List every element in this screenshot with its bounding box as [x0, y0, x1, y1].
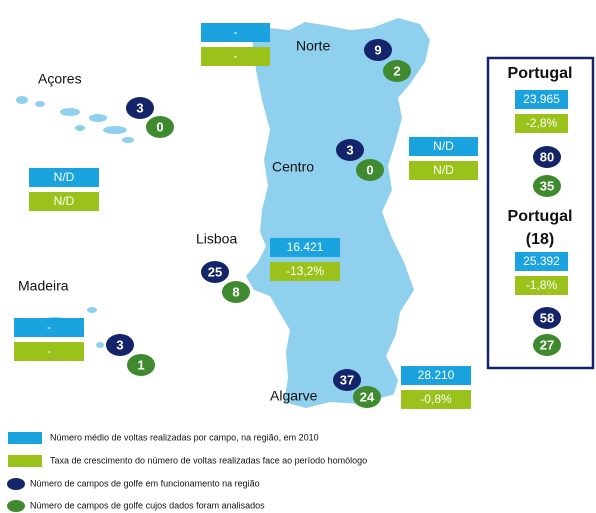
rounds-box: [515, 252, 568, 271]
legend-swatch: [8, 432, 42, 444]
growth-value: -1,8%: [526, 278, 558, 292]
rounds-value: N/D: [54, 170, 75, 184]
courses-circle: [106, 334, 134, 356]
courses-circle: [333, 369, 361, 391]
courses-circle: [533, 146, 561, 168]
analyzed-value: 24: [360, 389, 375, 404]
growth-box: [515, 276, 568, 295]
azores-islands: [16, 96, 134, 143]
legend-text: Número de campos de golfe cujos dados fo…: [30, 500, 265, 510]
rounds-box: [29, 168, 99, 187]
legend-text: Número de campos de golfe em funcionamen…: [30, 478, 260, 488]
analyzed-circle: [127, 354, 155, 376]
growth-value: -2,8%: [526, 116, 558, 130]
growth-box: [14, 342, 84, 361]
rounds-value: -: [47, 320, 51, 334]
portugal18-subtitle: (18): [526, 231, 554, 248]
courses-circle: [364, 39, 392, 61]
growth-box: [270, 262, 340, 281]
rounds-box: [201, 23, 270, 42]
growth-box: [409, 161, 478, 180]
growth-value: -: [234, 49, 238, 63]
courses-value: 9: [374, 42, 381, 57]
courses-value: 3: [136, 100, 143, 115]
rounds-value: 23.965: [523, 92, 560, 106]
courses-circle: [201, 261, 229, 283]
portugal18-title: Portugal: [508, 208, 573, 225]
analyzed-circle: [146, 116, 174, 138]
analyzed-value: 8: [232, 284, 239, 299]
region-label: Açores: [38, 71, 82, 87]
courses-value: 3: [116, 337, 123, 352]
region-label: Centro: [272, 159, 314, 175]
analyzed-value: 2: [393, 63, 400, 78]
courses-value: 25: [208, 264, 222, 279]
analyzed-value: 35: [540, 178, 554, 193]
growth-value: N/D: [54, 194, 75, 208]
legend-swatch: [8, 455, 42, 467]
region-label: Algarve: [270, 388, 318, 404]
region-label: Lisboa: [196, 231, 237, 247]
rounds-box: [14, 318, 84, 337]
analyzed-value: 27: [540, 337, 554, 352]
rounds-box: [401, 366, 471, 385]
growth-box: [515, 114, 568, 133]
rounds-value: -: [234, 25, 238, 39]
analyzed-circle: [533, 334, 561, 356]
rounds-box: [409, 137, 478, 156]
rounds-box: [270, 238, 340, 257]
legend-text: Taxa de crescimento do número de voltas …: [50, 455, 367, 465]
analyzed-circle: [356, 159, 384, 181]
growth-value: -: [47, 344, 51, 358]
region-label: Norte: [296, 38, 330, 54]
analyzed-value: 0: [156, 119, 163, 134]
region-label: Madeira: [18, 278, 69, 294]
portugal-panel: [486, 56, 595, 370]
courses-circle: [126, 97, 154, 119]
courses-circle: [533, 307, 561, 329]
analyzed-circle: [533, 175, 561, 197]
mainland-map: [246, 18, 430, 408]
legend-text: Número médio de voltas realizadas por ca…: [50, 432, 319, 442]
courses-value: 37: [340, 372, 354, 387]
growth-value: -0,8%: [420, 392, 452, 406]
analyzed-value: 0: [366, 162, 373, 177]
rounds-value: 28.210: [418, 368, 455, 382]
courses-value: 3: [346, 142, 353, 157]
analyzed-value: 1: [137, 357, 144, 372]
analyzed-circle: [353, 386, 381, 408]
rounds-value: N/D: [433, 139, 454, 153]
rounds-value: 25.392: [523, 254, 560, 268]
growth-box: [401, 390, 471, 409]
analyzed-circle: [383, 60, 411, 82]
analyzed-circle: [222, 281, 250, 303]
courses-value: 80: [540, 149, 554, 164]
growth-value: N/D: [433, 163, 454, 177]
growth-value: -13,2%: [286, 264, 324, 278]
rounds-box: [515, 90, 568, 109]
portugal-title: Portugal: [508, 65, 573, 82]
courses-circle: [336, 139, 364, 161]
growth-box: [29, 192, 99, 211]
growth-box: [201, 47, 270, 66]
courses-value: 58: [540, 310, 554, 325]
legend-swatch: [7, 478, 25, 490]
rounds-value: 16.421: [287, 240, 324, 254]
legend-swatch: [7, 500, 25, 512]
